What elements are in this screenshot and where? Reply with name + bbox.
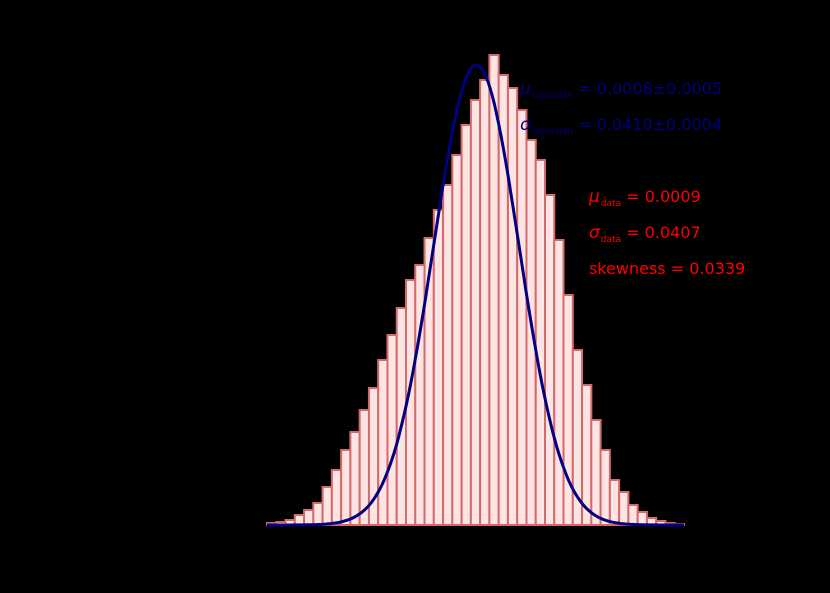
histogram-bar bbox=[442, 184, 454, 526]
histogram-bar bbox=[562, 294, 574, 526]
gaussian-mu-value: = 0.0008±0.0005 bbox=[573, 79, 723, 98]
sigma-symbol: σ bbox=[520, 115, 531, 135]
histogram-bar bbox=[627, 504, 639, 526]
sigma-symbol: σ bbox=[589, 223, 600, 243]
histogram-bar bbox=[636, 511, 648, 526]
gaussian-mu-label: μGaussian = 0.0008±0.0005 bbox=[520, 79, 722, 101]
histogram-bar bbox=[506, 87, 519, 526]
histogram-bar bbox=[377, 359, 389, 526]
histogram-bar bbox=[303, 509, 315, 526]
histogram-bar bbox=[516, 109, 528, 526]
mu-subscript: Gaussian bbox=[531, 91, 574, 101]
mu-subscript: data bbox=[600, 199, 622, 209]
histogram-bar bbox=[340, 449, 352, 526]
mu-symbol: μ bbox=[520, 79, 531, 99]
histogram-bar bbox=[349, 431, 361, 526]
histogram-bar bbox=[479, 79, 491, 526]
histogram-bar bbox=[386, 334, 398, 526]
histogram-bar bbox=[312, 502, 324, 526]
histogram-bar bbox=[451, 154, 463, 526]
data-mu-value: = 0.0009 bbox=[621, 187, 701, 206]
sigma-subscript: Gaussian bbox=[531, 127, 574, 137]
histogram-bar bbox=[330, 469, 343, 526]
histogram-bar bbox=[608, 479, 621, 526]
histogram-bars bbox=[266, 54, 685, 526]
histogram-bar bbox=[534, 159, 546, 526]
data-mu-label: μdata = 0.0009 bbox=[589, 187, 701, 209]
histogram-bar bbox=[544, 194, 556, 526]
histogram-bar bbox=[460, 124, 472, 526]
gaussian-fit-curve bbox=[267, 63, 684, 527]
histogram-bar bbox=[525, 139, 537, 526]
gaussian-sigma-value: = 0.0410±0.0004 bbox=[573, 115, 723, 134]
histogram-bar bbox=[599, 449, 611, 526]
histogram-bar bbox=[432, 209, 445, 526]
data-sigma-label: σdata = 0.0407 bbox=[589, 223, 701, 245]
histogram-bar bbox=[488, 54, 500, 526]
histogram-bar bbox=[321, 486, 333, 526]
histogram-bar bbox=[469, 99, 482, 526]
data-sigma-value: = 0.0407 bbox=[621, 223, 701, 242]
histogram-bar bbox=[553, 239, 565, 526]
gaussian-sigma-label: σGaussian = 0.0410±0.0004 bbox=[520, 115, 722, 137]
histogram-bar bbox=[618, 491, 630, 526]
mu-symbol: μ bbox=[589, 187, 600, 207]
sigma-subscript: data bbox=[600, 235, 622, 245]
data-skewness-label: skewness = 0.0339 bbox=[589, 259, 746, 278]
histogram-bar bbox=[590, 419, 602, 526]
